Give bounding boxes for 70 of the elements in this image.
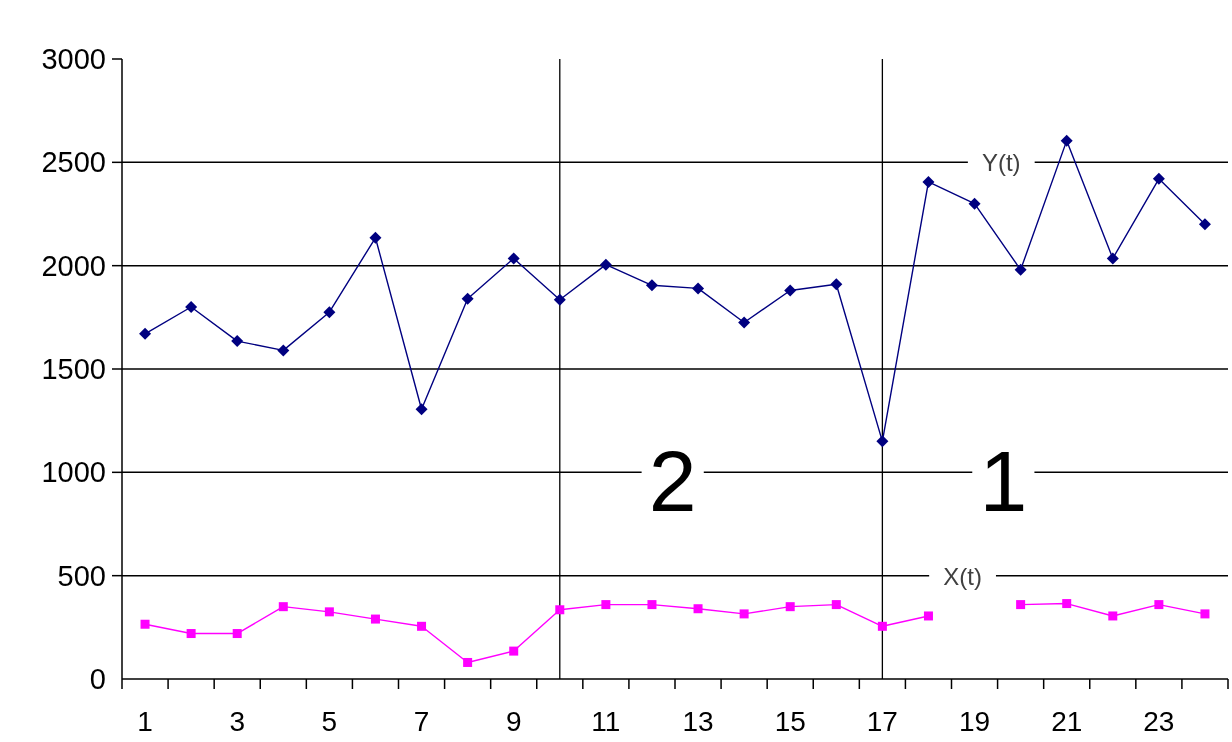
point	[784, 284, 797, 297]
point	[599, 258, 612, 271]
point	[509, 646, 519, 656]
series-label: X(t)	[943, 562, 982, 590]
point	[555, 605, 565, 615]
x-tick-label: 13	[682, 705, 714, 737]
point	[186, 629, 196, 639]
x-tick-label: 11	[591, 705, 621, 737]
point	[968, 197, 981, 210]
point	[738, 316, 751, 329]
y-tick-label: 0	[89, 663, 106, 695]
point	[1108, 611, 1118, 621]
point	[417, 621, 427, 631]
point	[369, 231, 382, 244]
x-tick-label: 15	[774, 705, 806, 737]
point	[1060, 134, 1073, 147]
y-tick-label: 3000	[41, 43, 106, 75]
point	[1014, 263, 1027, 276]
annotation: 1	[979, 432, 1028, 529]
point	[463, 657, 473, 667]
point	[739, 609, 749, 619]
point	[1154, 600, 1164, 610]
point	[647, 600, 657, 610]
point	[140, 619, 150, 629]
point	[831, 600, 841, 610]
point	[645, 279, 658, 292]
point	[324, 607, 334, 617]
point	[139, 327, 152, 340]
point	[785, 602, 795, 612]
point	[1152, 172, 1165, 185]
point	[277, 344, 290, 357]
x-tick-label: 9	[505, 705, 522, 737]
point	[1200, 609, 1210, 619]
point	[461, 292, 474, 305]
y-tick-label: 500	[57, 559, 106, 592]
x-tick-label: 1	[137, 705, 153, 737]
x-tick-label: 19	[958, 705, 991, 737]
x-tick-label: 23	[1143, 705, 1175, 737]
point	[877, 621, 887, 631]
point	[185, 301, 198, 313]
point	[231, 335, 244, 348]
point	[232, 629, 242, 639]
point	[1062, 599, 1072, 609]
point	[553, 293, 566, 306]
point	[693, 604, 703, 614]
point	[922, 175, 935, 188]
point	[507, 252, 520, 265]
x-tick-label: 7	[413, 705, 430, 737]
annotation: 2	[648, 432, 697, 529]
point	[323, 306, 336, 319]
point	[1016, 600, 1026, 610]
point	[923, 611, 933, 621]
x-tick-label: 17	[866, 705, 898, 737]
x-tick-label: 5	[321, 705, 338, 737]
point	[601, 600, 611, 610]
y-tick-label: 1500	[41, 353, 106, 385]
x-tick-label: 3	[229, 705, 245, 737]
point	[692, 282, 705, 295]
point	[830, 278, 843, 291]
y-tick-label: 2000	[41, 249, 106, 282]
series-label: Y(t)	[981, 148, 1021, 176]
x-tick-label: 21	[1051, 705, 1083, 737]
point	[1106, 252, 1119, 265]
y-tick-label: 2500	[41, 146, 106, 179]
point	[876, 435, 889, 448]
point	[415, 403, 428, 416]
point	[278, 602, 288, 612]
point	[1198, 218, 1211, 231]
y-tick-label: 1000	[41, 456, 106, 489]
point	[370, 614, 380, 624]
